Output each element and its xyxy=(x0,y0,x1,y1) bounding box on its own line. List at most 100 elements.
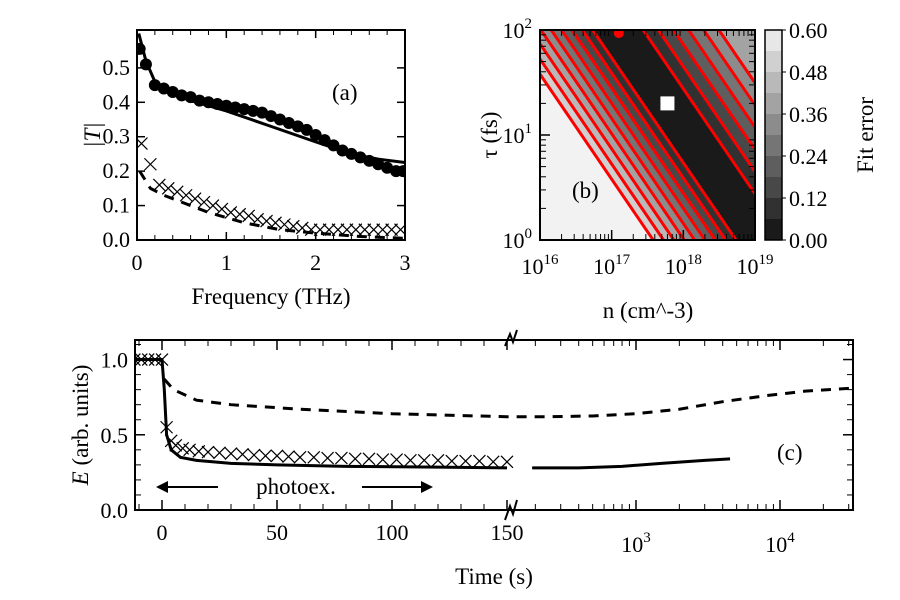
panel-b-ylabel: τ (fs) xyxy=(477,112,502,159)
colorbar-tick-label: 0.12 xyxy=(789,186,828,211)
panel-a-marks xyxy=(137,33,405,240)
panel-a-xtick-label: 3 xyxy=(400,250,411,275)
panel-b-xtick-label-exp: 19 xyxy=(759,252,774,268)
panel-b-ytick-label-exp: 1 xyxy=(525,121,533,137)
panel-a-ytick-label: 0.2 xyxy=(103,158,131,183)
colorbar-band xyxy=(765,198,782,219)
panel-c-xtick-label: 0 xyxy=(157,520,168,545)
panel-b-xtick-label: 1018 xyxy=(665,252,702,279)
panel-c-cross-point xyxy=(348,452,362,466)
panel-a: 0 1 2 3 0.0 0.1 0.2 0.3 0.4 0.5 (a) Frequency (TH… xyxy=(80,29,411,309)
panel-a-cross-point xyxy=(376,223,390,237)
panel-c-cross-point xyxy=(321,451,335,465)
panel-b-ytick-label-exp: 2 xyxy=(525,16,533,32)
colorbar-tick-label: 0.36 xyxy=(789,102,828,127)
panel-c-cross-point xyxy=(486,455,500,469)
panel-a-circle-point xyxy=(229,101,242,114)
panel-b-xtick-label-base: 10 xyxy=(522,254,544,279)
panel-c-cross-point xyxy=(403,453,417,467)
panel-b-xtick-label-exp: 16 xyxy=(544,252,560,268)
panel-a-ticks: 0 1 2 3 0.0 0.1 0.2 0.3 0.4 0.5 xyxy=(103,30,411,275)
panel-a-cross-point xyxy=(224,206,238,219)
photoex-right-arrow xyxy=(362,481,433,493)
panel-a-cross-point xyxy=(170,185,184,199)
panel-b-xtick-label-base: 10 xyxy=(665,254,687,279)
panel-b-xtick-label-exp: 17 xyxy=(615,252,631,268)
panel-a-solid-line xyxy=(137,33,405,165)
panel-c-cross-point xyxy=(334,451,348,465)
axis-break-bottom xyxy=(504,499,518,521)
panel-a-dashed-line xyxy=(138,170,405,240)
panel-c-cross-point xyxy=(135,353,141,366)
photoex-annotation: photoex. xyxy=(256,474,336,499)
panel-c-xtick-log-label-base: 10 xyxy=(765,532,787,557)
colorbar: 0.00 0.12 0.24 0.36 0.48 0.60 xyxy=(764,18,828,253)
panel-a-cross-point xyxy=(385,223,399,237)
panel-c-cross-point xyxy=(362,452,376,466)
panel-b-contours xyxy=(540,30,755,240)
panel-c-cross-point xyxy=(224,447,238,461)
colorbar-band xyxy=(765,51,782,72)
panel-b-ytick-label-base: 10 xyxy=(503,18,525,43)
panel-c-xtick-label: 150 xyxy=(491,520,524,545)
panel-c-ylabel-text: (arb. units) xyxy=(68,365,93,472)
panel-a-ytick-label: 0.5 xyxy=(103,55,131,80)
panel-c-cross-point xyxy=(213,446,226,460)
panel-a-xlabel: Frequency (THz) xyxy=(191,284,350,309)
panel-c-solid-line xyxy=(135,358,508,470)
panel-c-xtick-log-label: 103 xyxy=(621,530,651,557)
panel-c-xtick-log-label-base: 10 xyxy=(621,532,643,557)
panel-c-cross-point xyxy=(169,438,183,452)
panel-b-ytick-label-exp: 0 xyxy=(525,226,533,242)
panel-c-dashed-line xyxy=(163,378,853,419)
panel-c-cross-point xyxy=(270,449,284,463)
panel-c-xtick-log-label-exp: 3 xyxy=(643,530,651,546)
panel-c-solid-line xyxy=(532,457,731,470)
panel-b-xtick-label: 1017 xyxy=(593,252,631,279)
panel-a-axes xyxy=(136,29,406,241)
panel-c-label: (c) xyxy=(777,440,803,465)
panel-c-cross-point xyxy=(445,454,459,468)
panel-c-ylabel-symbol: E xyxy=(68,471,93,486)
colorbar-band xyxy=(765,30,782,51)
panel-a-xtick-label: 1 xyxy=(221,250,232,275)
panel-b-xtick-label: 1016 xyxy=(522,252,560,279)
photoex-left-arrow xyxy=(156,481,218,493)
panel-b-label: (b) xyxy=(572,178,599,203)
panel-a-cross-point xyxy=(233,207,247,221)
panel-b-xtick-label-base: 10 xyxy=(737,254,759,279)
panel-a-circle-point xyxy=(300,123,313,136)
panel-a-cross-point xyxy=(242,209,256,223)
panel-b-ytick-label-base: 10 xyxy=(503,123,525,148)
panel-c-cross-point xyxy=(282,450,295,464)
panel-a-label: (a) xyxy=(332,80,358,105)
colorbar-band xyxy=(765,72,782,93)
panel-a-xtick-label: 0 xyxy=(132,250,143,275)
panel-c-marks xyxy=(135,353,853,470)
panel-a-cross-point xyxy=(349,223,363,237)
panel-c-ytick-label: 1.0 xyxy=(101,348,129,373)
panel-c-cross-point xyxy=(201,445,215,459)
panel-c-cross-point xyxy=(472,454,486,468)
colorbar-band xyxy=(765,135,782,156)
panel-b-ytick-label: 101 xyxy=(503,121,533,148)
panel-c-axes xyxy=(134,339,854,511)
panel-a-cross-point xyxy=(197,195,211,209)
panel-c-ylabel: E (arb. units) xyxy=(68,365,93,487)
panel-b-ytick-label-base: 10 xyxy=(503,228,525,253)
panel-c-cross-point xyxy=(307,450,321,464)
panel-c-cross-point xyxy=(148,353,162,366)
colorbar-frame xyxy=(764,29,783,241)
panel-a-ytick-label: 0.1 xyxy=(103,193,131,218)
contour-level xyxy=(590,30,755,240)
colorbar-tick-label: 0.00 xyxy=(789,228,828,253)
panel-a-cross-point xyxy=(152,178,166,192)
panel-a-cross-point xyxy=(215,202,229,216)
panel-c-cross-point xyxy=(155,353,169,366)
panel-c-xtick-label: 100 xyxy=(376,520,409,545)
panel-a-ylabel: |T| xyxy=(80,122,105,147)
panel-c-cross-point xyxy=(376,453,390,467)
